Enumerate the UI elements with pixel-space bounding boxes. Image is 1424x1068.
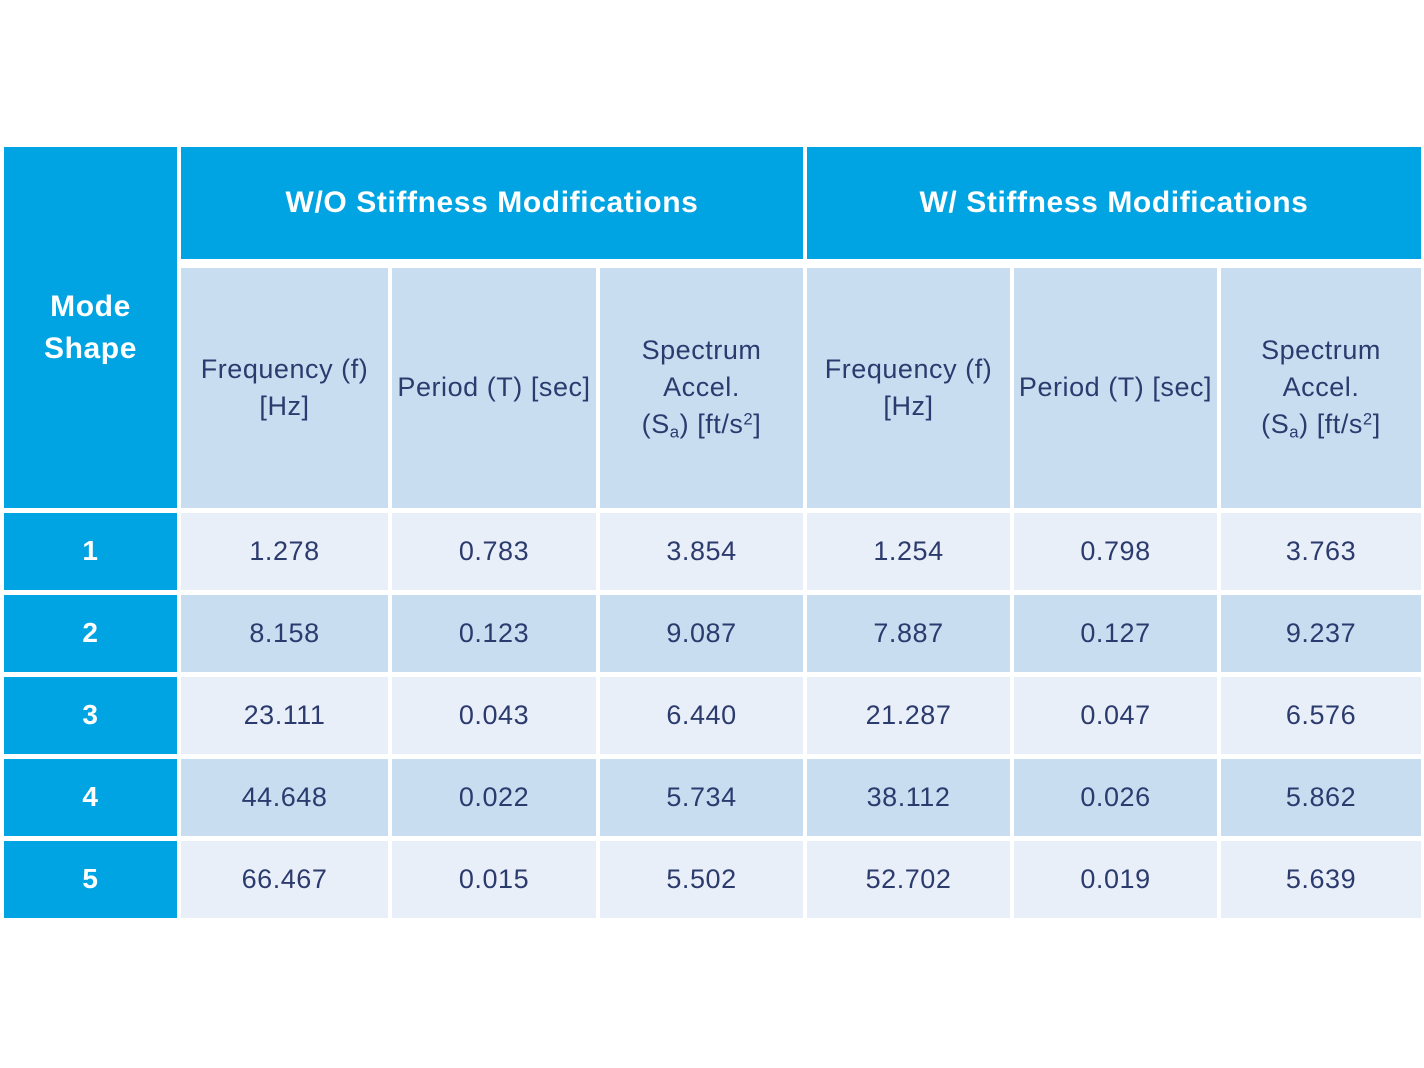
table-cell: 1.278 (181, 513, 388, 590)
spectrum-units-pre: (S (1261, 409, 1290, 440)
spectrum-units-pre: (S (641, 409, 670, 440)
frequency-header-line1: Frequency (f) (200, 353, 369, 384)
column-header-period-wo: Period (T) [sec] (392, 268, 596, 508)
table-cell: 3.763 (1221, 513, 1421, 590)
spectrum-superscript-2: 2 (1362, 410, 1373, 430)
spectrum-units-mid: ) [ft/s (679, 409, 744, 440)
mode-number-cell: 1 (4, 513, 177, 590)
column-header-period-w: Period (T) [sec] (1014, 268, 1217, 508)
frequency-header-line1: Frequency (f) (824, 353, 993, 384)
table-cell: 0.798 (1014, 513, 1217, 590)
spectrum-header-line1: Spectrum Accel. (641, 334, 762, 403)
period-header-line1: Period (T) [sec] (1018, 372, 1213, 403)
table-cell: 3.854 (600, 513, 803, 590)
table-cell: 0.022 (392, 759, 596, 836)
spectrum-units-post: ] (1372, 409, 1381, 440)
mode-number-cell: 3 (4, 677, 177, 754)
table-cell: 66.467 (181, 841, 388, 918)
group-header-with-stiffness-mods: W/ Stiffness Modifications (807, 147, 1421, 259)
spectrum-header-line2: (Sa) [ft/s2] (1261, 406, 1381, 444)
corner-header-line2: Shape (43, 331, 138, 365)
table-cell: 0.019 (1014, 841, 1217, 918)
table-cell: 8.158 (181, 595, 388, 672)
mode-number-cell: 5 (4, 841, 177, 918)
table-cell: 5.862 (1221, 759, 1421, 836)
table-cell: 5.502 (600, 841, 803, 918)
column-header-frequency-w: Frequency (f) [Hz] (807, 268, 1010, 508)
mode-number-cell: 4 (4, 759, 177, 836)
spectrum-units-mid: ) [ft/s (1299, 409, 1363, 440)
table-cell: 6.440 (600, 677, 803, 754)
column-header-spectrum-w: Spectrum Accel. (Sa) [ft/s2] (1221, 268, 1421, 508)
mode-number-cell: 2 (4, 595, 177, 672)
group-header-without-stiffness-mods: W/O Stiffness Modifications (181, 147, 803, 259)
column-header-frequency-wo: Frequency (f) [Hz] (181, 268, 388, 508)
period-header-line1: Period (T) [sec] (397, 372, 591, 403)
table-cell: 9.087 (600, 595, 803, 672)
table-cell: 0.127 (1014, 595, 1217, 672)
spectrum-header-line1: Spectrum Accel. (1261, 334, 1381, 403)
table-cell: 44.648 (181, 759, 388, 836)
table-cell: 5.639 (1221, 841, 1421, 918)
table-cell: 52.702 (807, 841, 1010, 918)
table-cell: 1.254 (807, 513, 1010, 590)
table-cell: 0.043 (392, 677, 596, 754)
frequency-header-line2: [Hz] (883, 391, 934, 421)
spectrum-header-line2: (Sa) [ft/s2] (642, 406, 762, 444)
spectrum-superscript-2: 2 (743, 410, 754, 430)
modal-analysis-table: Mode Shape W/O Stiffness Modifications W… (4, 147, 1421, 918)
column-header-spectrum-wo: Spectrum Accel. (Sa) [ft/s2] (600, 268, 803, 508)
table-cell: 7.887 (807, 595, 1010, 672)
table-cell: 0.026 (1014, 759, 1217, 836)
table-cell: 5.734 (600, 759, 803, 836)
table-cell: 6.576 (1221, 677, 1421, 754)
table-cell: 9.237 (1221, 595, 1421, 672)
table-cell: 0.123 (392, 595, 596, 672)
spectrum-subscript-a: a (669, 423, 680, 443)
table-cell: 0.783 (392, 513, 596, 590)
table-cell: 21.287 (807, 677, 1010, 754)
spectrum-units-post: ] (753, 409, 762, 440)
corner-header-mode-shape: Mode Shape (4, 147, 177, 508)
frequency-header-line2: [Hz] (259, 391, 310, 421)
table-cell: 0.015 (392, 841, 596, 918)
corner-header-line1: Mode (50, 290, 131, 324)
spectrum-subscript-a: a (1289, 423, 1300, 443)
table-cell: 0.047 (1014, 677, 1217, 754)
table-cell: 38.112 (807, 759, 1010, 836)
table-cell: 23.111 (181, 677, 388, 754)
